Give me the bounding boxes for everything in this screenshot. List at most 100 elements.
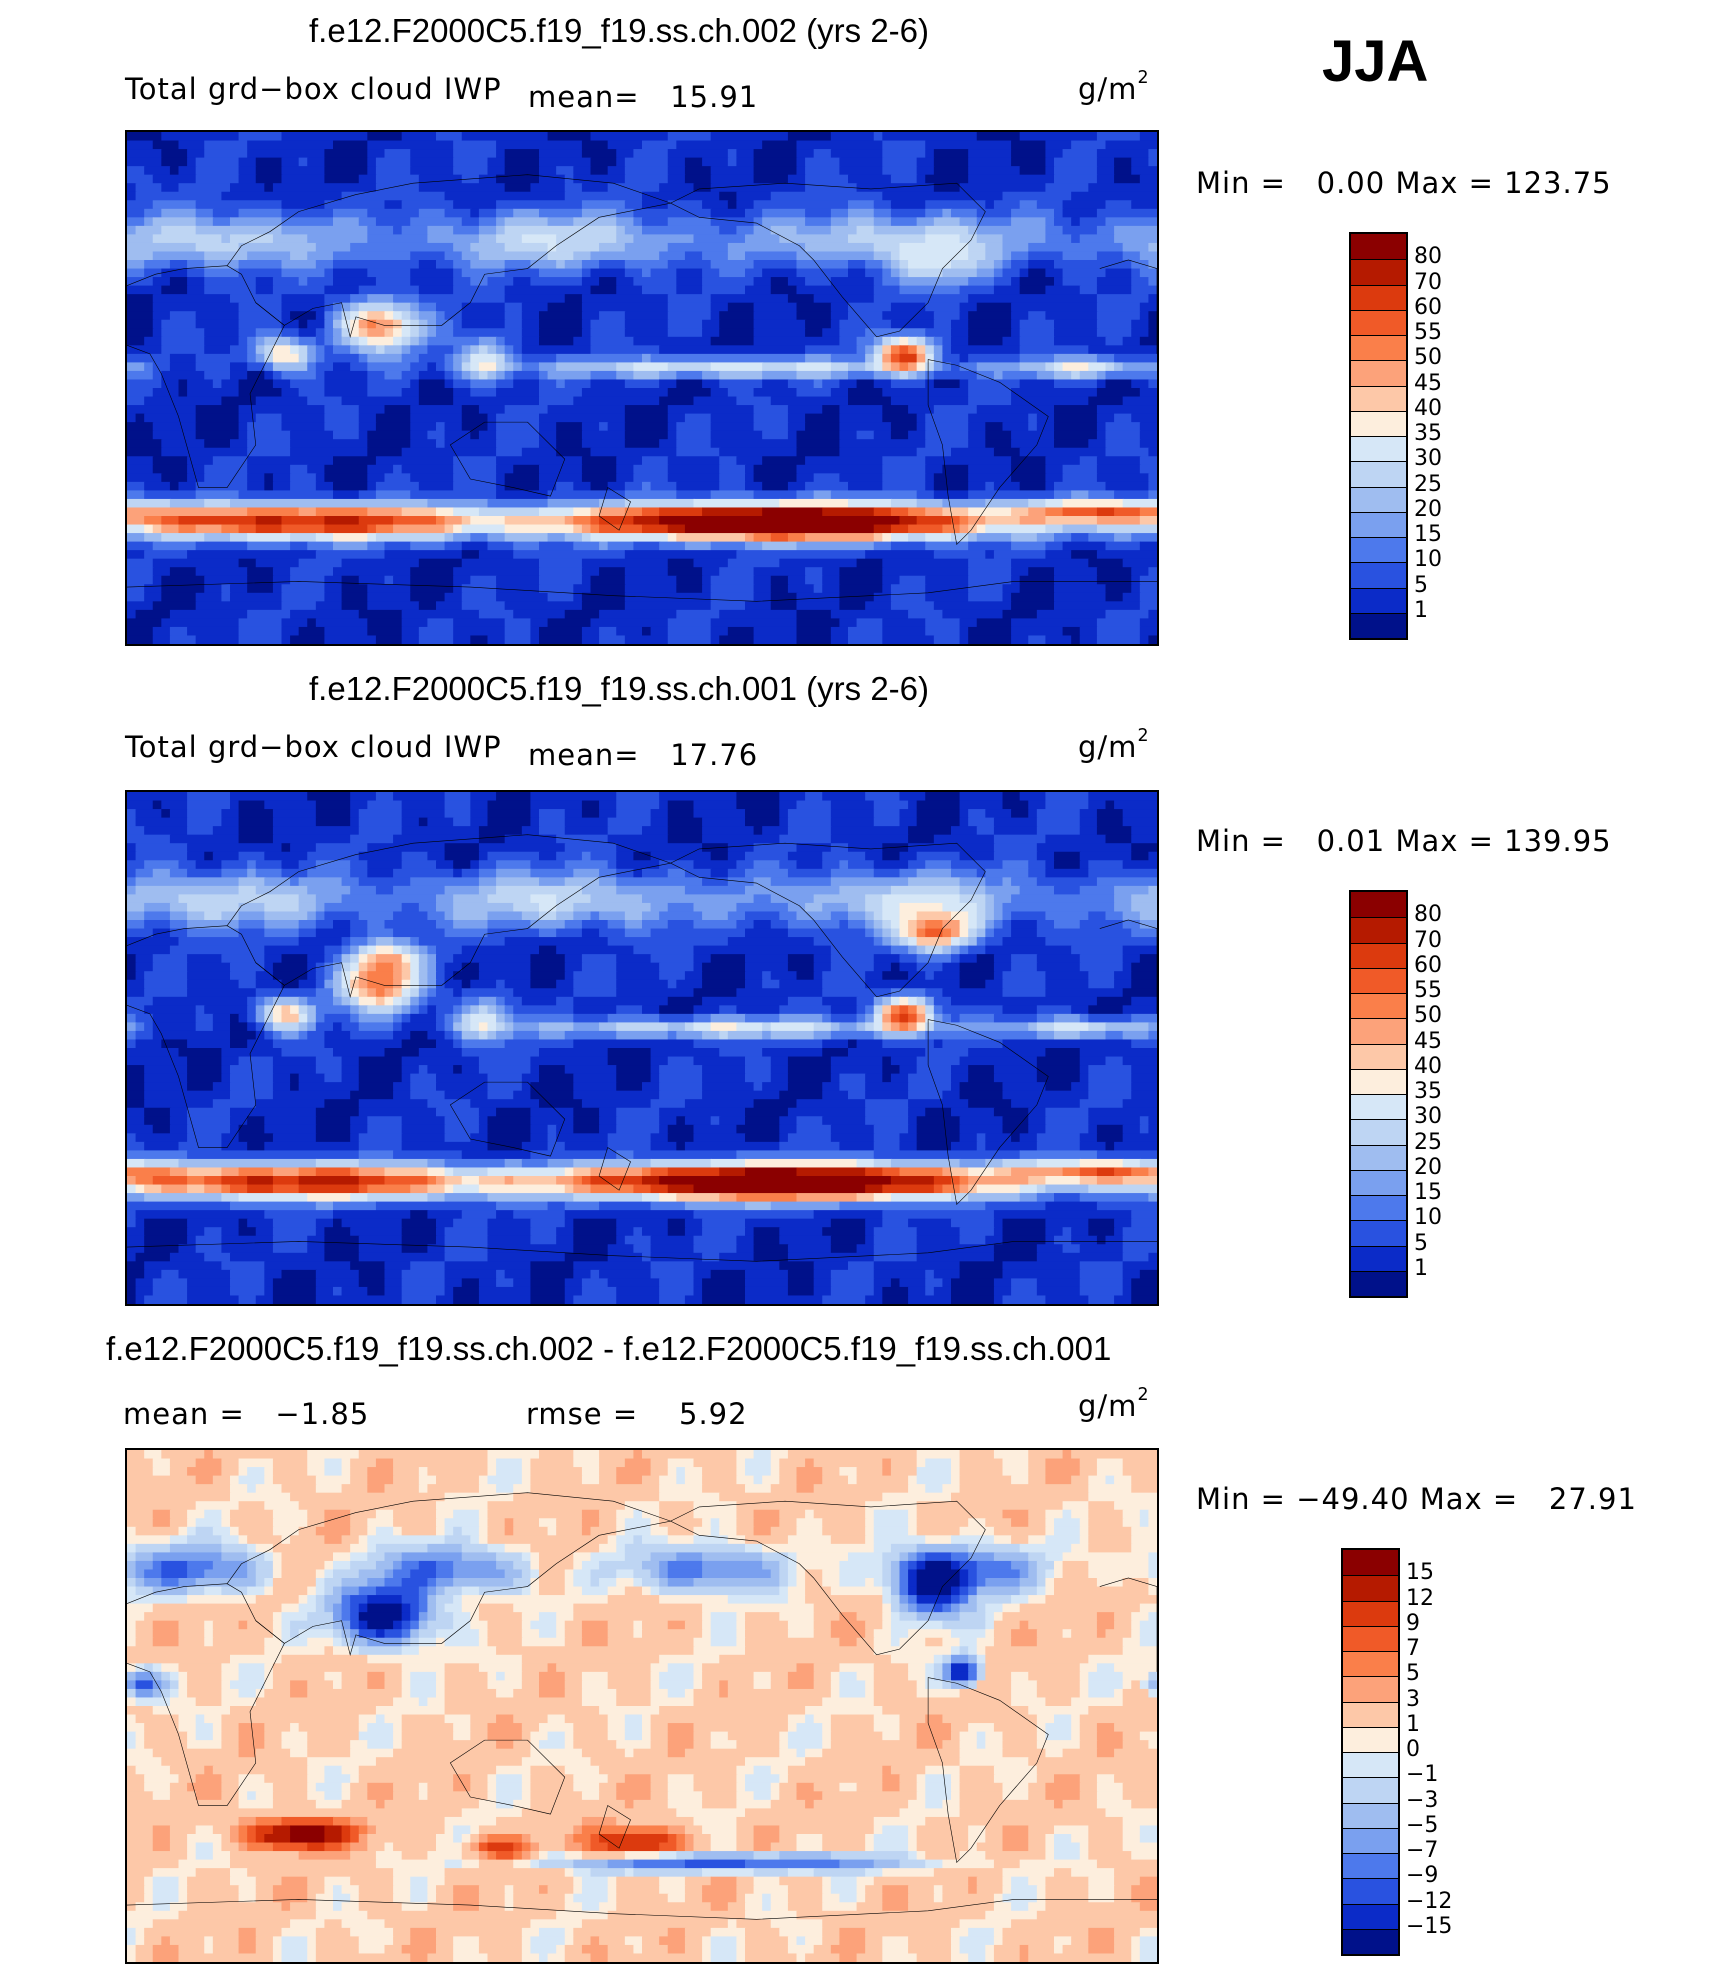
field-cell <box>1036 877 1099 888</box>
field-cell <box>1019 1184 1038 1195</box>
coastline <box>671 183 986 337</box>
field-cell <box>1096 1133 1124 1144</box>
field-cell <box>650 1458 669 1469</box>
field-cell <box>916 336 927 347</box>
field-cell <box>573 1612 704 1622</box>
field-cell <box>702 1518 712 1528</box>
field-cell <box>350 1193 369 1203</box>
field-cell <box>393 937 412 947</box>
field-cell <box>238 1124 266 1135</box>
field-cell <box>796 1560 841 1571</box>
field-cell <box>1139 132 1157 142</box>
field-cell <box>539 174 566 185</box>
field-cell <box>272 183 378 193</box>
field-cell <box>599 911 626 922</box>
field-cell <box>890 336 901 347</box>
field-cell <box>624 405 669 415</box>
field-cell <box>556 481 575 492</box>
field-cell <box>341 971 352 981</box>
field-cell <box>624 1458 652 1469</box>
field-cell <box>169 1252 206 1263</box>
field-cell <box>350 1637 369 1648</box>
field-cell <box>1045 1535 1081 1546</box>
field-cell <box>822 1082 841 1092</box>
field-cell <box>470 260 506 270</box>
field-cell <box>710 490 755 501</box>
field-cell <box>127 1107 146 1118</box>
field-cell <box>830 490 918 501</box>
field-cell <box>375 1458 395 1469</box>
field-cell <box>444 592 463 603</box>
field-cell <box>393 464 403 475</box>
field-cell <box>281 635 292 644</box>
field-cell <box>418 302 438 313</box>
field-cell <box>195 422 240 432</box>
field-cell <box>779 234 850 245</box>
field-cell <box>444 851 481 862</box>
field-cell <box>873 294 970 304</box>
field-cell <box>865 851 884 862</box>
field-cell <box>985 524 1047 535</box>
field-cell <box>393 1013 403 1024</box>
field-cell <box>633 1535 644 1546</box>
colorbar-segment <box>1351 309 1406 335</box>
field-cell <box>375 533 446 543</box>
field-cell <box>324 1595 343 1605</box>
field-cell <box>650 1056 669 1067</box>
field-cell <box>787 405 824 415</box>
field-cell <box>873 353 884 364</box>
field-cell <box>367 1475 395 1486</box>
field-cell <box>521 1141 549 1152</box>
field-cell <box>247 362 266 373</box>
field-cell <box>959 1184 970 1195</box>
field-cell <box>487 635 506 644</box>
field-cell <box>976 1578 987 1588</box>
field-cell <box>908 1552 918 1563</box>
field-cell <box>470 208 481 219</box>
field-cell <box>152 558 240 569</box>
field-cell <box>556 439 584 449</box>
field-cell <box>264 1269 283 1280</box>
field-cell <box>358 1235 403 1246</box>
field-cell <box>530 971 566 981</box>
field-cell <box>135 1560 154 1571</box>
field-cell <box>890 1278 901 1289</box>
field-cell <box>959 635 970 644</box>
field-cell <box>1045 1586 1056 1597</box>
field-cell <box>590 1167 644 1178</box>
field-cell <box>238 328 257 338</box>
field-cell <box>187 268 206 279</box>
field-cell <box>968 1569 978 1580</box>
field-cell <box>144 1141 180 1152</box>
field-cell <box>813 490 832 501</box>
field-cell <box>144 988 189 998</box>
field-cell <box>487 800 532 811</box>
field-cell <box>890 379 927 390</box>
field-cell <box>779 1005 832 1016</box>
field-cell <box>951 868 978 879</box>
field-cell <box>453 1526 463 1537</box>
field-cell <box>333 1286 343 1297</box>
field-cell <box>873 1578 884 1588</box>
field-cell <box>667 388 712 398</box>
field-cell <box>993 268 1004 279</box>
field-cell <box>418 601 438 612</box>
field-cell <box>1019 200 1038 210</box>
field-cell <box>770 533 790 543</box>
field-cell <box>573 1184 592 1195</box>
field-cell <box>315 507 369 518</box>
field-cell <box>908 370 918 381</box>
field-cell <box>873 962 893 973</box>
field-cell <box>1096 1620 1116 1631</box>
field-cell <box>204 1227 223 1237</box>
field-cell <box>848 260 867 270</box>
field-cell <box>951 533 970 543</box>
field-cell <box>384 1629 403 1639</box>
field-cell <box>478 1176 506 1186</box>
field-cell <box>427 1099 472 1109</box>
field-cell <box>384 1261 412 1272</box>
field-cell <box>873 1235 918 1246</box>
field-cell <box>916 800 961 811</box>
field-cell <box>745 1013 781 1024</box>
field-cell <box>702 1484 747 1494</box>
